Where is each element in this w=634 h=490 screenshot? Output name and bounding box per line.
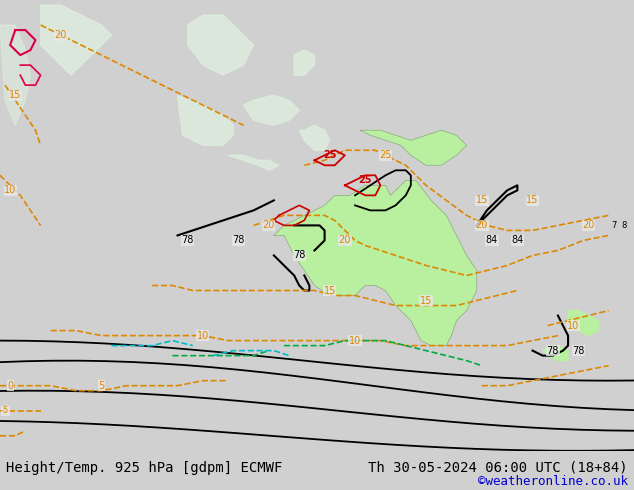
- Text: 78: 78: [293, 250, 306, 261]
- Text: 5: 5: [98, 381, 105, 391]
- Polygon shape: [243, 95, 299, 125]
- Text: 25: 25: [358, 175, 372, 185]
- Polygon shape: [299, 125, 330, 150]
- Text: 25: 25: [379, 150, 392, 160]
- Text: 84: 84: [486, 235, 498, 245]
- Text: 20: 20: [476, 220, 488, 230]
- Text: 10: 10: [197, 331, 209, 341]
- Text: 0: 0: [7, 381, 13, 391]
- Polygon shape: [274, 180, 477, 345]
- Text: 20: 20: [339, 235, 351, 245]
- Text: 25: 25: [323, 150, 337, 160]
- Polygon shape: [568, 311, 598, 336]
- Text: 15: 15: [420, 295, 432, 306]
- Polygon shape: [360, 130, 467, 165]
- Text: 78: 78: [232, 235, 245, 245]
- Polygon shape: [294, 50, 314, 75]
- Text: 20: 20: [582, 220, 595, 230]
- Text: 10: 10: [567, 320, 579, 331]
- Text: 78: 78: [572, 345, 585, 356]
- Text: 78: 78: [547, 345, 559, 356]
- Text: 15: 15: [526, 196, 539, 205]
- Text: 10: 10: [349, 336, 361, 345]
- Polygon shape: [228, 155, 279, 171]
- Polygon shape: [0, 25, 30, 125]
- Text: 15: 15: [323, 286, 336, 295]
- Text: 7: 7: [611, 221, 616, 230]
- Polygon shape: [178, 95, 233, 145]
- Text: Height/Temp. 925 hPa [gdpm] ECMWF: Height/Temp. 925 hPa [gdpm] ECMWF: [6, 461, 283, 475]
- Text: Th 30-05-2024 06:00 UTC (18+84): Th 30-05-2024 06:00 UTC (18+84): [368, 461, 628, 475]
- Text: -5: -5: [1, 406, 10, 415]
- Text: 8: 8: [621, 221, 626, 230]
- Text: 84: 84: [511, 235, 524, 245]
- Polygon shape: [41, 5, 112, 75]
- Text: 15: 15: [9, 90, 22, 100]
- Polygon shape: [426, 331, 446, 345]
- Polygon shape: [188, 15, 254, 75]
- Text: 20: 20: [55, 30, 67, 40]
- Text: 15: 15: [476, 196, 488, 205]
- Text: 78: 78: [181, 235, 194, 245]
- Polygon shape: [543, 345, 568, 361]
- Text: 10: 10: [4, 185, 16, 196]
- Text: ©weatheronline.co.uk: ©weatheronline.co.uk: [477, 475, 628, 488]
- Text: 20: 20: [262, 220, 275, 230]
